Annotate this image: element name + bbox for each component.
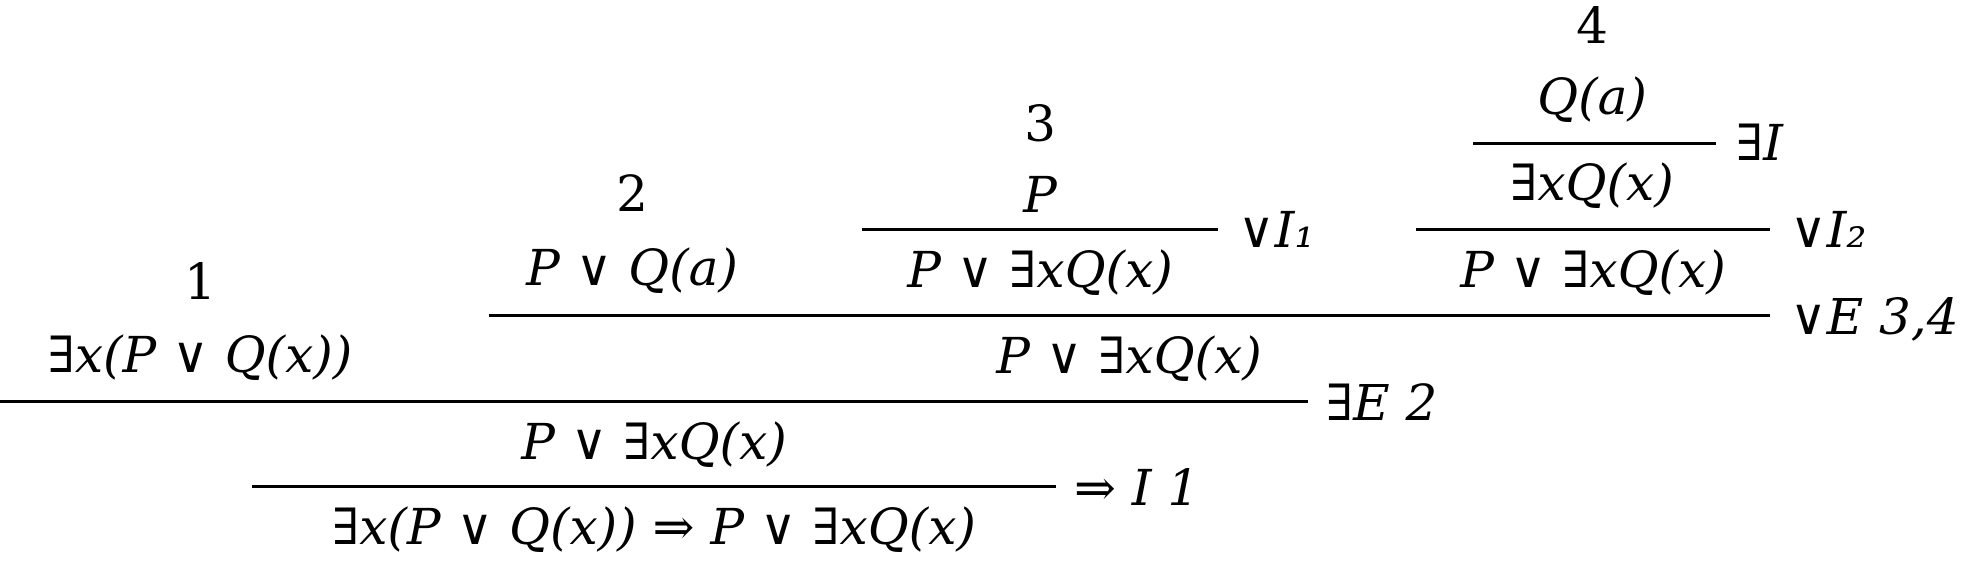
rule-label-or-elim: ∨E 3,4 bbox=[1790, 288, 1959, 346]
formula-exists-q: ∃xQ(x) bbox=[1510, 154, 1674, 212]
hypothesis-label-4: 4 bbox=[1576, 0, 1608, 55]
formula-or-intro-2-conclusion: P ∨ ∃xQ(x) bbox=[1460, 241, 1726, 299]
hypothesis-formula-1: ∃x(P ∨ Q(x)) bbox=[47, 326, 353, 384]
inference-line-exists-elim bbox=[0, 400, 1308, 403]
hypothesis-formula-2: P ∨ Q(a) bbox=[526, 239, 738, 297]
hypothesis-label-3: 3 bbox=[1024, 95, 1056, 153]
inference-line-or-intro-1 bbox=[862, 228, 1218, 231]
inference-line-exists-intro bbox=[1473, 142, 1716, 145]
formula-final-conclusion: ∃x(P ∨ Q(x)) ⇒ P ∨ ∃xQ(x) bbox=[332, 498, 976, 556]
formula-or-intro-1-conclusion: P ∨ ∃xQ(x) bbox=[907, 241, 1173, 299]
inference-line-or-intro-2 bbox=[1416, 228, 1770, 231]
rule-label-exists-elim: ∃E 2 bbox=[1326, 374, 1438, 432]
inference-line-implies-intro bbox=[252, 485, 1056, 488]
hypothesis-formula-3: P bbox=[1023, 166, 1057, 224]
formula-or-elim-conclusion: P ∨ ∃xQ(x) bbox=[996, 327, 1262, 385]
rule-label-implies-intro: ⇒ I 1 bbox=[1074, 459, 1200, 517]
rule-label-or-intro-2: ∨I₂ bbox=[1790, 201, 1867, 259]
hypothesis-label-1: 1 bbox=[184, 253, 216, 311]
rule-label-or-intro-1: ∨I₁ bbox=[1238, 201, 1315, 259]
hypothesis-formula-4: Q(a) bbox=[1537, 68, 1647, 126]
formula-exists-elim-conclusion: P ∨ ∃xQ(x) bbox=[521, 413, 787, 471]
hypothesis-label-2: 2 bbox=[616, 165, 648, 223]
rule-label-exists-intro: ∃I bbox=[1736, 114, 1783, 172]
inference-line-or-elim bbox=[489, 314, 1770, 317]
